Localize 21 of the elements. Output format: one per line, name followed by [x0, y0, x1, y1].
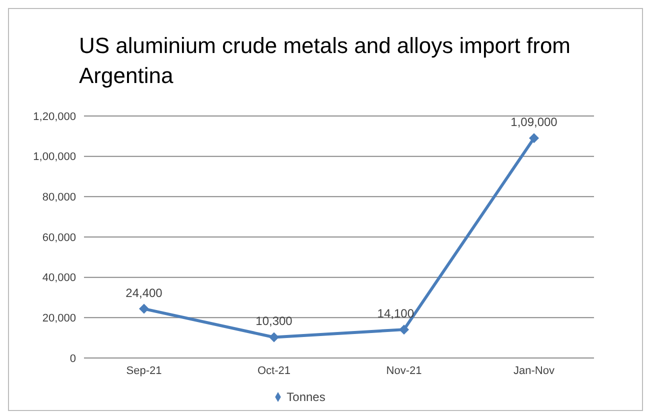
y-tick-label: 40,000	[42, 272, 76, 284]
y-tick-label: 80,000	[42, 192, 76, 204]
data-label: 1,09,000	[510, 115, 558, 130]
y-tick-label: 60,000	[42, 232, 76, 244]
x-tick-label: Jan-Nov	[514, 364, 555, 377]
data-label: 10,300	[256, 314, 293, 328]
x-tick-label: Oct-21	[257, 364, 291, 377]
y-tick-label: 20,000	[42, 312, 76, 325]
x-tick-label: Nov-21	[386, 364, 422, 377]
y-tick-label: 1,00,000	[33, 151, 76, 164]
legend-label: Tonnes	[286, 390, 326, 404]
data-label: 24,400	[126, 286, 163, 300]
data-label: 14,100	[377, 306, 414, 321]
point	[139, 304, 149, 314]
x-tick-label: Sep-21	[126, 364, 162, 377]
point	[529, 133, 539, 144]
point	[269, 332, 279, 342]
chart-title: US aluminium crude metals and alloys import from Argentina	[78, 32, 572, 90]
y-tick-label: 0	[70, 352, 76, 365]
y-tick-label: 1,20,000	[33, 110, 76, 123]
point	[399, 324, 409, 335]
